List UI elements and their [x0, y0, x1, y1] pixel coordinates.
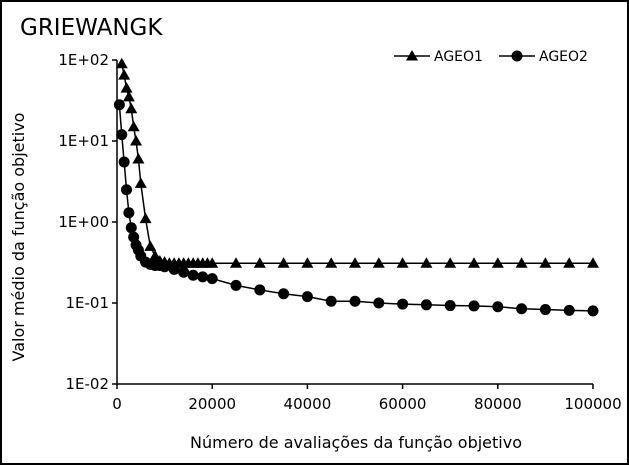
data-point-ageo1 [587, 257, 599, 268]
data-point-ageo1 [468, 257, 480, 268]
data-point-ageo1 [134, 177, 147, 188]
data-point-ageo2 [125, 222, 137, 234]
y-ticks: 1E-02 1E-01 1E+00 1E+01 1E+02 [58, 51, 117, 393]
data-point-ageo2 [116, 129, 128, 141]
data-point-ageo1 [130, 135, 143, 146]
data-point-ageo1 [539, 257, 552, 268]
data-point-ageo1 [491, 257, 504, 268]
data-point-ageo1 [120, 82, 133, 93]
data-point-ageo2 [373, 297, 385, 309]
data-point-ageo1 [127, 120, 140, 132]
legend-label-ageo1: AGEO1 [434, 49, 483, 65]
x-tick-label: 20000 [188, 395, 236, 413]
data-point-ageo2 [197, 271, 209, 283]
data-point-ageo2 [159, 261, 171, 273]
data-point-ageo2 [118, 156, 130, 168]
data-point-ageo1 [118, 69, 131, 80]
data-point-ageo2 [587, 305, 599, 317]
legend: AGEO1 AGEO2 [394, 49, 588, 65]
data-point-ageo1 [206, 257, 219, 268]
data-point-ageo2 [230, 279, 242, 291]
x-tick-label: 100000 [564, 395, 621, 413]
series-ageo1 [115, 57, 599, 268]
data-point-ageo1 [396, 257, 409, 268]
data-point-ageo2 [516, 303, 528, 315]
x-tick-label: 80000 [474, 395, 522, 413]
x-axis-label: Número de avaliações da função objetivo [190, 433, 522, 452]
data-point-ageo1 [230, 257, 242, 268]
x-tick-label: 40000 [284, 395, 332, 413]
data-point-ageo1 [144, 240, 157, 251]
data-point-ageo2 [563, 304, 575, 316]
y-tick-label: 1E+00 [58, 213, 109, 231]
series-ageo2 [113, 99, 599, 317]
data-point-ageo2 [492, 301, 504, 313]
series-layer [113, 57, 599, 317]
y-tick-label: 1E-02 [65, 375, 109, 393]
data-point-ageo1 [277, 257, 290, 268]
data-point-ageo2 [178, 266, 190, 278]
data-point-ageo2 [325, 295, 337, 307]
data-point-ageo2 [113, 99, 125, 111]
data-point-ageo1 [125, 102, 138, 114]
data-point-ageo1 [149, 250, 162, 261]
chart-title: GRIEWANGK [20, 15, 163, 41]
x-tick-label: 60000 [379, 395, 427, 413]
data-point-ageo2 [278, 288, 290, 300]
x-tick-label: 0 [112, 395, 122, 413]
data-point-ageo2 [349, 295, 361, 307]
data-point-ageo1 [301, 257, 314, 268]
y-axis-label: Valor médio da função objetivo [9, 113, 28, 362]
data-point-ageo2 [539, 304, 551, 316]
data-point-ageo1 [253, 257, 266, 268]
data-point-ageo2 [206, 273, 218, 285]
legend-marker-ageo1 [406, 50, 418, 61]
legend-marker-ageo2 [511, 50, 523, 62]
data-point-ageo2 [301, 291, 313, 303]
data-point-ageo2 [187, 269, 199, 281]
data-point-ageo2 [420, 299, 432, 311]
data-point-ageo2 [168, 263, 180, 275]
data-point-ageo1 [420, 257, 433, 268]
x-ticks: 0 20000 40000 60000 80000 100000 [112, 384, 622, 413]
data-point-ageo1 [115, 57, 128, 69]
data-point-ageo1 [515, 257, 528, 268]
data-point-ageo1 [132, 152, 145, 164]
data-point-ageo2 [123, 207, 135, 219]
series-line-ageo1 [121, 63, 593, 264]
y-tick-label: 1E+02 [58, 51, 109, 69]
y-tick-label: 1E+01 [58, 132, 109, 150]
data-point-ageo1 [563, 257, 576, 268]
axes [116, 60, 593, 385]
data-point-ageo1 [349, 257, 361, 268]
data-point-ageo1 [444, 257, 457, 268]
data-point-ageo1 [122, 90, 135, 102]
data-point-ageo1 [139, 212, 152, 224]
data-point-ageo2 [444, 300, 456, 312]
data-point-ageo2 [254, 284, 266, 296]
data-point-ageo2 [121, 184, 133, 196]
y-tick-label: 1E-01 [65, 294, 109, 312]
data-point-ageo2 [468, 300, 480, 312]
data-point-ageo1 [372, 257, 385, 268]
data-point-ageo2 [397, 298, 409, 310]
data-point-ageo1 [325, 257, 338, 268]
legend-label-ageo2: AGEO2 [539, 49, 588, 65]
